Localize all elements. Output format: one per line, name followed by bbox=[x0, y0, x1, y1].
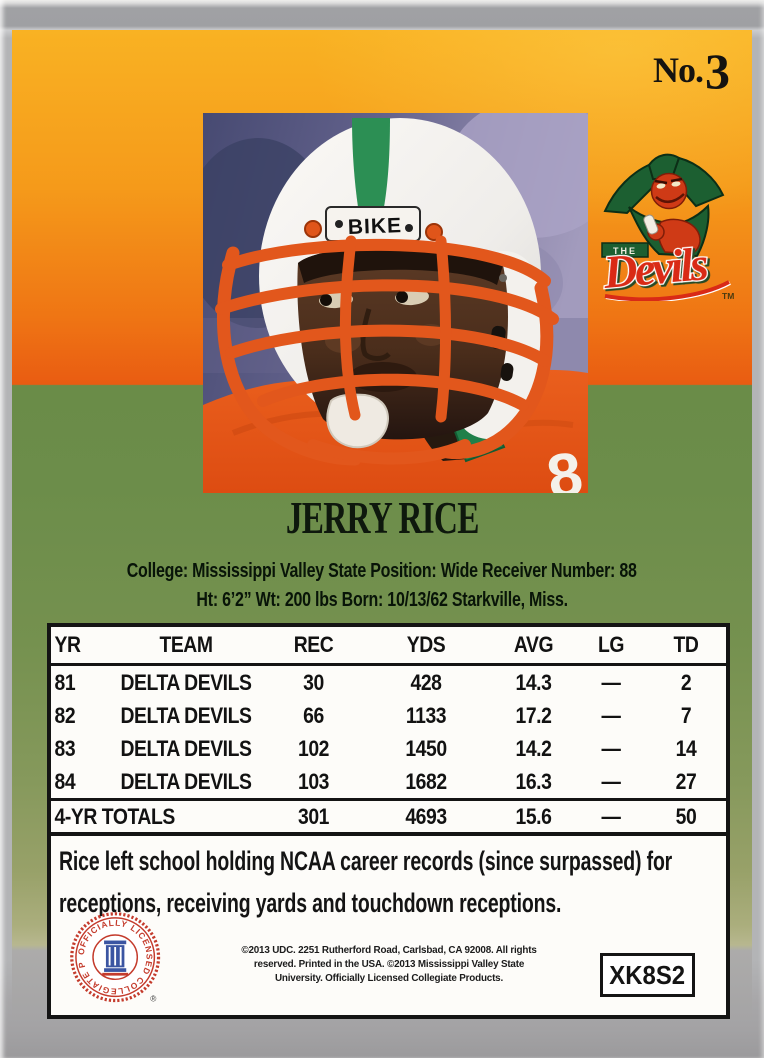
logo-wordmark: Devils bbox=[600, 238, 709, 299]
col-header-avg: AVG bbox=[513, 632, 554, 657]
bio-line-2: Ht: 6’2” Wt: 200 lbs Born: 10/13/62 Star… bbox=[196, 589, 568, 611]
stats-panel: YR TEAM REC YDS AVG LG TD 81 DELTA DEVIL… bbox=[47, 623, 730, 1019]
card-code: XK8S2 bbox=[609, 959, 686, 990]
career-note: Rice left school holding NCAA career rec… bbox=[59, 846, 673, 918]
stats-row: 84 DELTA DEVILS 103 1682 16.3 — 27 bbox=[54, 768, 697, 794]
logo-banner-text: THE bbox=[613, 246, 637, 256]
stats-row: 83 DELTA DEVILS 102 1450 14.2 — 14 bbox=[54, 735, 697, 761]
col-header-lg: LG bbox=[597, 632, 625, 657]
stats-row: 81 DELTA DEVILS 30 428 14.3 — 2 bbox=[54, 669, 692, 695]
helmet-brand-text: BIKE bbox=[348, 214, 403, 239]
copyright-text: ©2013 UDC. 2251 Rutherford Road, Carlsba… bbox=[241, 944, 537, 984]
helmet-stripe bbox=[352, 118, 390, 207]
col-header-rec: REC bbox=[293, 632, 334, 657]
column-icon bbox=[102, 940, 129, 976]
bio-line-1: College: Mississippi Valley State Positi… bbox=[127, 560, 637, 582]
player-photo: BIKE 8 bbox=[203, 113, 588, 493]
devil-mascot-icon bbox=[603, 153, 725, 258]
col-header-yds: YDS bbox=[406, 632, 446, 657]
stats-totals-row: 4-YR TOTALS 301 4693 15.6 — 50 bbox=[51, 801, 726, 832]
card-number: No.3 bbox=[653, 46, 730, 96]
card-number-label: No. bbox=[653, 50, 704, 90]
player-name: JERRY RICE bbox=[285, 493, 480, 543]
licensed-seal: OFFICIALLY LICENSED COLLEGIATE PRODUCTS … bbox=[69, 911, 161, 1003]
logo-swoosh bbox=[604, 280, 730, 301]
team-logo: THE Devils TM bbox=[599, 153, 734, 301]
facemask bbox=[215, 235, 559, 466]
card-number-value: 3 bbox=[705, 43, 730, 99]
stats-header-row: YR TEAM REC YDS AVG LG TD bbox=[51, 627, 726, 663]
stats-row: 82 DELTA DEVILS 66 1133 17.2 — 7 bbox=[54, 702, 692, 728]
registered-mark: ® bbox=[150, 993, 156, 1003]
card-code-box: XK8S2 bbox=[600, 953, 695, 997]
logo-banner: THE bbox=[601, 242, 649, 258]
totals-rule-bottom bbox=[51, 832, 726, 836]
logo-trademark: TM bbox=[722, 291, 734, 301]
col-header-yr: YR bbox=[54, 632, 81, 657]
col-header-team: TEAM bbox=[159, 632, 213, 657]
totals-label: 4-YR TOTALS bbox=[54, 803, 176, 829]
header-rule bbox=[51, 663, 726, 666]
totals-rule-top bbox=[51, 798, 726, 801]
col-header-td: TD bbox=[673, 632, 699, 657]
helmet-rivet bbox=[304, 220, 322, 238]
